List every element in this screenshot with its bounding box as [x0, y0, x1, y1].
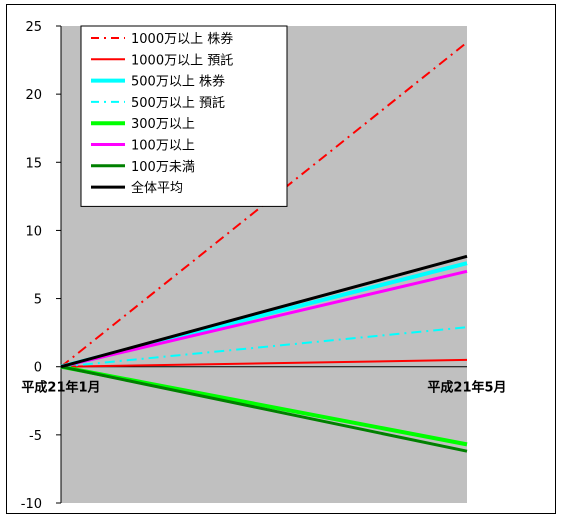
series-line-1	[60, 358, 468, 368]
y-tick-label: 10	[25, 224, 42, 239]
x-category-label: 平成21年5月	[427, 380, 506, 396]
legend: 1000万以上 株券 1000万以上 預託 500万以上 株券 500万以上 預託 30…	[80, 25, 288, 207]
legend-box	[80, 25, 288, 207]
y-tick-label: 15	[25, 156, 42, 171]
y-tick-label: 25	[25, 20, 42, 35]
legend-label: 100万以上	[131, 139, 195, 154]
y-tick-label: 20	[25, 88, 42, 103]
legend-label: 500万以上 株券	[131, 74, 225, 90]
series-line-0	[60, 41, 468, 368]
series-line-7	[60, 254, 468, 369]
legend-label: 全体平均	[131, 180, 183, 196]
series-line-3	[60, 326, 468, 368]
legend-label: 1000万以上 預託	[131, 52, 233, 68]
y-tick-label: 5	[34, 293, 42, 308]
legend-label: 1000万以上 株券	[131, 31, 233, 47]
x-category-label: 平成21年1月	[21, 380, 100, 396]
legend-label: 500万以上 預託	[131, 95, 225, 111]
legend-label: 100万未満	[131, 160, 195, 175]
series-lines	[60, 41, 468, 453]
series-line-6	[60, 365, 468, 453]
y-tick-label: -10	[21, 497, 42, 512]
legend-label: 300万以上	[131, 117, 195, 132]
y-axis: -10 -5 0 5 10 15 20 25	[21, 20, 467, 512]
x-axis-labels: 平成21年1月 平成21年5月	[21, 380, 506, 396]
y-tick-label: -5	[29, 429, 42, 444]
series-line-5	[60, 269, 468, 369]
y-tick-label: 0	[34, 361, 42, 376]
